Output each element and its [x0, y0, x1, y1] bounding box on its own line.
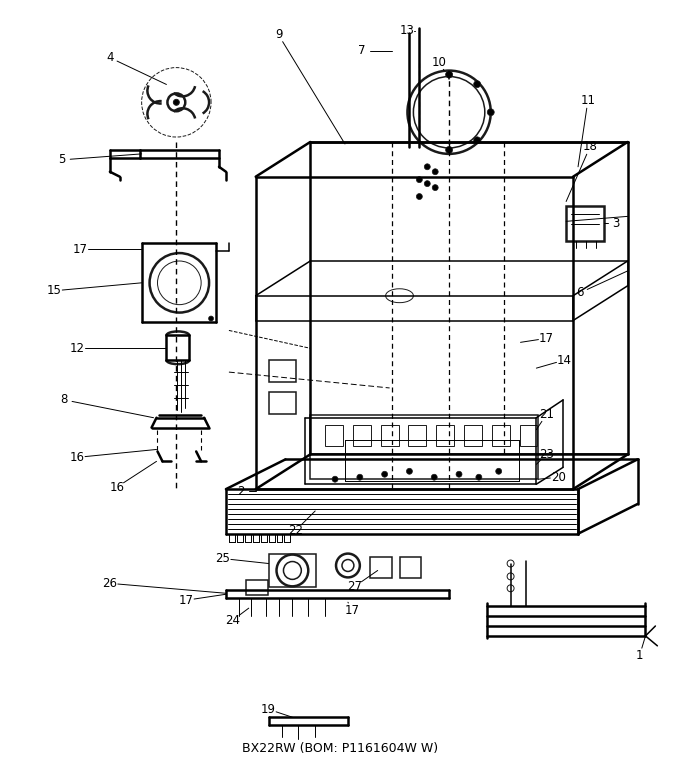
Text: 3: 3 — [612, 217, 619, 230]
Bar — [353, 424, 371, 447]
Text: 10: 10 — [432, 56, 447, 69]
Circle shape — [381, 471, 388, 477]
Bar — [370, 557, 392, 578]
Circle shape — [474, 80, 481, 87]
Text: 9: 9 — [275, 28, 282, 41]
Circle shape — [445, 146, 453, 153]
Circle shape — [332, 476, 338, 482]
Circle shape — [416, 194, 422, 199]
Text: 11: 11 — [581, 93, 596, 106]
Text: BX22RW (BOM: P1161604W W): BX22RW (BOM: P1161604W W) — [242, 742, 438, 755]
Circle shape — [476, 474, 482, 480]
Text: 21: 21 — [539, 408, 554, 421]
Circle shape — [432, 169, 438, 175]
Text: 1: 1 — [636, 650, 643, 663]
Text: 17: 17 — [73, 243, 88, 256]
Text: 14: 14 — [557, 354, 572, 367]
Text: 7: 7 — [358, 44, 366, 57]
Text: 23: 23 — [539, 448, 554, 461]
Bar — [325, 424, 343, 447]
Text: 26: 26 — [103, 577, 118, 590]
Text: 15: 15 — [47, 284, 62, 297]
Circle shape — [424, 164, 430, 170]
Text: 13: 13 — [400, 25, 415, 38]
Text: 12: 12 — [69, 342, 85, 355]
Text: 27: 27 — [347, 580, 362, 593]
Bar — [269, 554, 316, 588]
Bar — [269, 360, 296, 382]
Circle shape — [407, 468, 412, 474]
Text: 6: 6 — [576, 286, 583, 300]
Text: 20: 20 — [551, 471, 566, 483]
Circle shape — [445, 71, 453, 78]
Circle shape — [416, 177, 422, 182]
Circle shape — [488, 109, 494, 116]
Circle shape — [357, 474, 363, 480]
Circle shape — [431, 474, 437, 480]
Bar — [400, 557, 422, 578]
Bar — [409, 424, 426, 447]
Text: 16: 16 — [109, 480, 124, 493]
Circle shape — [209, 316, 214, 321]
Circle shape — [446, 71, 452, 77]
Bar — [245, 581, 268, 595]
Text: 24: 24 — [225, 614, 241, 627]
Circle shape — [456, 471, 462, 477]
Circle shape — [496, 468, 502, 474]
Bar — [436, 424, 454, 447]
Text: 18: 18 — [583, 140, 597, 153]
Bar — [566, 207, 604, 241]
Text: 16: 16 — [69, 451, 85, 464]
Bar — [310, 414, 539, 480]
Bar — [269, 392, 296, 414]
Text: 17: 17 — [179, 594, 194, 607]
Circle shape — [432, 185, 438, 191]
Bar — [492, 424, 509, 447]
Text: 2: 2 — [237, 485, 245, 498]
Text: 19: 19 — [261, 703, 276, 715]
Bar — [464, 424, 482, 447]
Bar — [520, 424, 537, 447]
Text: 4: 4 — [106, 51, 114, 64]
Text: 22: 22 — [288, 524, 303, 537]
Text: 5: 5 — [58, 153, 66, 166]
Text: 25: 25 — [216, 552, 231, 565]
Bar — [381, 424, 398, 447]
Text: 17: 17 — [539, 332, 554, 345]
Text: 17: 17 — [344, 604, 360, 617]
Circle shape — [474, 137, 481, 144]
Circle shape — [424, 181, 430, 187]
Text: 8: 8 — [61, 394, 68, 406]
Circle shape — [173, 100, 180, 105]
